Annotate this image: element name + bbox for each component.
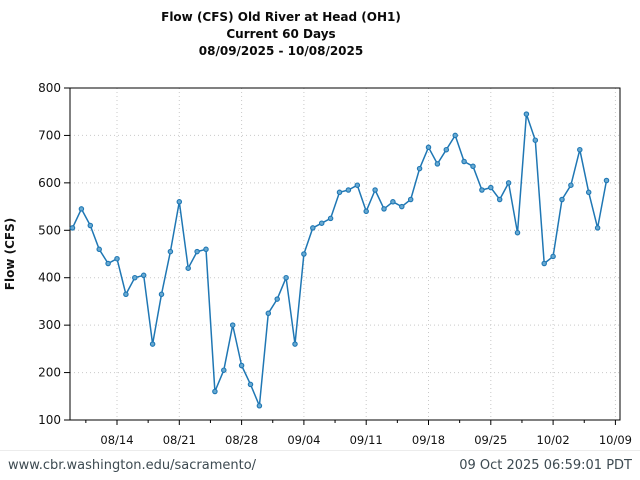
data-point [265,310,272,317]
data-point [496,196,503,203]
data-point [123,291,129,298]
y-tick-label: 700 [38,128,61,142]
data-point [577,146,583,153]
data-point [140,272,147,279]
data-point [470,163,476,170]
series-line [71,113,608,407]
x-tick-label: 09/04 [287,433,320,447]
data-point [452,132,458,139]
data-point [425,144,432,151]
data-point [87,222,94,229]
chart-title: Flow (CFS) Old River at Head (OH1) [161,10,401,24]
data-point [559,196,565,203]
data-point [390,199,396,205]
data-point [594,225,601,231]
data-point [461,158,467,165]
data-point [336,189,343,196]
x-tick-label: 08/14 [100,433,133,447]
footer: www.cbr.washington.edu/sacramento/ 09 Oc… [0,450,640,480]
data-point [345,187,352,193]
data-point [532,137,539,143]
data-point [523,111,530,117]
x-tick-label: 09/11 [350,433,383,447]
y-tick-label: 100 [38,413,61,427]
footer-url: www.cbr.washington.edu/sacramento/ [8,458,257,473]
data-point [212,388,218,395]
y-tick-label: 400 [38,271,61,285]
data-point [247,381,254,388]
data-point [185,265,191,271]
data-point [327,215,334,222]
x-tick-label: 09/25 [474,433,507,447]
x-tick-label: 08/28 [225,433,258,447]
data-point [149,341,156,347]
data-point [550,253,556,260]
data-point [399,203,405,210]
data-point [585,189,592,196]
data-point [488,184,494,191]
y-tick-label: 300 [38,318,61,332]
data-point [318,220,325,226]
data-point [354,182,361,188]
chart-title-block: Flow (CFS) Old River at Head (OH1) Curre… [0,9,562,60]
data-point [78,206,85,212]
data-point [274,296,280,302]
data-point [203,246,209,253]
y-axis-title: Flow (CFS) [3,218,17,290]
x-tick-label: 10/02 [537,433,570,447]
data-point [96,246,102,253]
data-point [514,229,521,236]
x-tick-label: 08/21 [163,433,196,447]
data-point [292,341,298,347]
data-point [221,367,227,373]
chart-subtitle: Current 60 Days [226,27,336,41]
data-point [238,362,245,369]
x-tick-label: 09/18 [412,433,445,447]
data-point [434,161,441,167]
flow-line-chart: 100 200 300 400 500 600 700 800 08/14 08/21 08/28 0… [3,81,632,447]
plot-frame [69,87,621,421]
data-point [381,206,387,212]
data-point [69,225,76,231]
data-point [568,182,574,188]
y-tick-label: 800 [38,81,61,95]
data-point [158,291,165,298]
data-point [114,255,120,262]
data-point [505,180,512,186]
data-point [407,196,414,203]
y-tick-label: 600 [38,176,61,190]
data-point [372,187,378,193]
data-point [479,187,485,193]
data-point [443,146,450,153]
data-point [363,208,369,215]
data-point [176,199,183,205]
y-tick-label: 200 [38,366,61,380]
footer-timestamp: 09 Oct 2025 06:59:01 PDT [459,458,632,473]
data-point [194,248,200,255]
data-point [167,248,174,255]
data-point [416,165,423,172]
data-point [301,251,307,257]
chart-date-range: 08/09/2025 - 10/08/2025 [198,44,364,58]
data-point [283,274,289,281]
data-point [310,225,316,231]
data-point [132,274,138,281]
data-point [229,322,236,328]
data-point [541,260,547,267]
data-point [256,403,263,409]
data-point [105,260,111,267]
y-tick-label: 500 [38,223,61,237]
data-point [603,177,610,184]
x-tick-label: 10/09 [599,433,632,447]
